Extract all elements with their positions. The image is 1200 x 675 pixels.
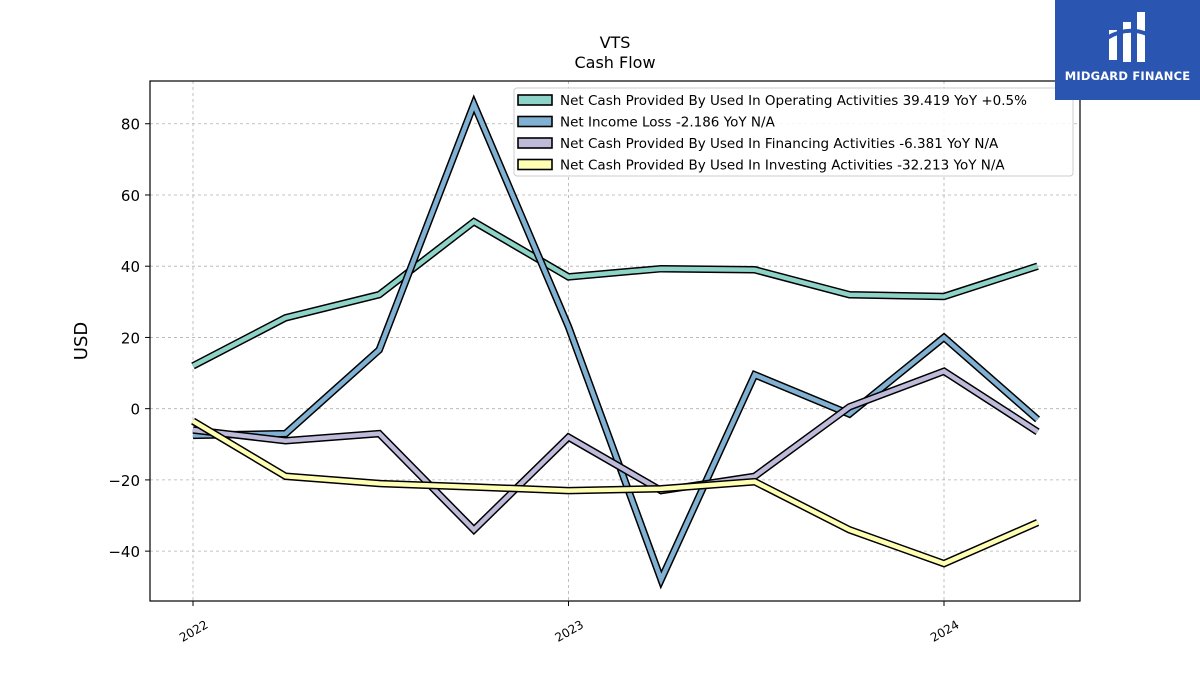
chart-title: VTS — [600, 33, 631, 52]
chart-subtitle: Cash Flow — [574, 53, 655, 72]
x-tick-label: 2024 — [928, 617, 961, 644]
x-tick-label: 2022 — [177, 617, 210, 644]
y-tick-label: 0 — [130, 401, 140, 419]
y-axis-label: USD — [71, 322, 92, 360]
brand-logo-text: MIDGARD FINANCE — [1064, 69, 1191, 83]
plot-area-frame — [149, 80, 1081, 602]
series-line-3 — [191, 417, 1040, 568]
x-axis-ticks: 2022 2023 2024 — [177, 601, 962, 645]
y-tick-label: −20 — [108, 472, 140, 490]
y-tick-label: 20 — [121, 329, 140, 347]
series-line-1 — [192, 94, 1041, 590]
y-tick-label: 40 — [121, 258, 140, 276]
series-line-stroke — [191, 419, 1039, 567]
x-tick-label: 2023 — [553, 617, 586, 644]
y-tick-label: 60 — [121, 187, 140, 205]
legend-swatch — [517, 115, 553, 128]
legend-label: Net Income Loss -2.186 YoY N/A — [560, 115, 776, 131]
series-line-2 — [192, 367, 1040, 536]
y-tick-label: 80 — [121, 116, 140, 134]
legend-label: Net Cash Provided By Used In Financing A… — [560, 136, 999, 152]
y-axis-ticks: 80 60 40 20 0 −20 −40 — [108, 116, 150, 561]
legend-label: Net Cash Provided By Used In Investing A… — [560, 158, 1005, 174]
brand-logo: MIDGARD FINANCE — [1055, 0, 1200, 100]
series-line-0 — [191, 217, 1039, 370]
series-line-outline — [191, 417, 1040, 568]
legend-box — [513, 87, 1074, 177]
legend-swatch — [517, 94, 553, 106]
grid-lines — [150, 81, 1080, 601]
series-lines — [191, 94, 1041, 590]
series-line-stroke — [192, 98, 1040, 586]
legend-swatch — [517, 158, 553, 171]
midgard-logo-icon — [1105, 12, 1148, 62]
legend-label: Net Cash Provided By Used In Operating A… — [560, 93, 1027, 109]
series-line-stroke — [192, 368, 1039, 533]
y-tick-label: −40 — [108, 543, 140, 561]
legend-swatch — [517, 137, 553, 149]
series-line-stroke — [191, 218, 1039, 368]
legend: Net Cash Provided By Used In Operating A… — [513, 87, 1074, 177]
